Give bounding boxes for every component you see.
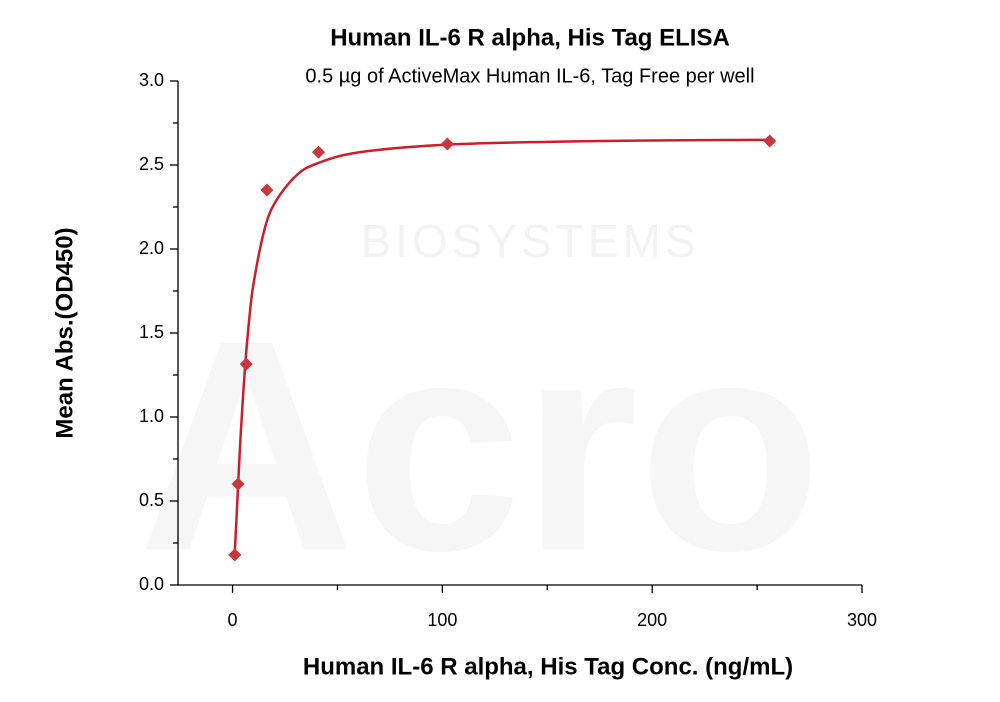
data-point <box>763 134 777 148</box>
data-point <box>440 137 454 151</box>
data-point <box>239 357 253 371</box>
watermark-sub: BIOSYSTEMS <box>360 215 699 267</box>
x-axis-label: Human IL-6 R alpha, His Tag Conc. (ng/mL… <box>303 653 793 680</box>
x-tick-label: 0 <box>228 610 238 630</box>
y-tick-label: 1.0 <box>139 406 164 426</box>
y-axis-label: Mean Abs.(OD450) <box>51 227 78 438</box>
data-point <box>311 145 325 159</box>
data-point <box>231 477 245 491</box>
data-point <box>228 548 242 562</box>
y-tick-label: 0.0 <box>139 574 164 594</box>
watermark: Acro <box>138 277 822 613</box>
data-point <box>260 183 274 197</box>
x-tick-label: 100 <box>427 610 457 630</box>
y-tick-label: 2.0 <box>139 238 164 258</box>
chart-subtitle: 0.5 µg of ActiveMax Human IL-6, Tag Free… <box>305 65 754 87</box>
chart-title: Human IL-6 R alpha, His Tag ELISA <box>330 24 730 51</box>
y-tick-label: 1.5 <box>139 322 164 342</box>
y-tick-label: 2.5 <box>139 154 164 174</box>
y-tick-label: 0.5 <box>139 490 164 510</box>
y-tick-label: 3.0 <box>139 70 164 90</box>
fit-curve <box>233 138 770 555</box>
x-tick-label: 200 <box>637 610 667 630</box>
x-tick-label: 300 <box>847 610 877 630</box>
